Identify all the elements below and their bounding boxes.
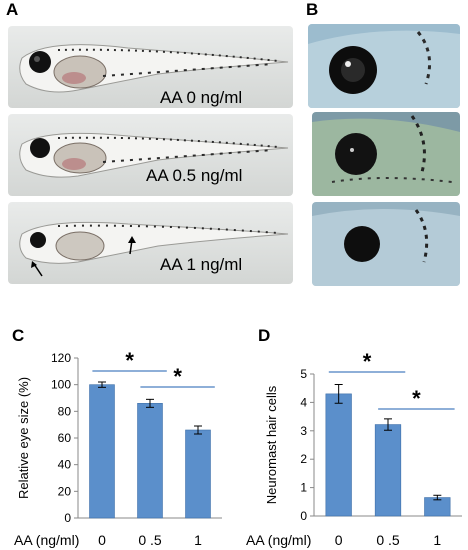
- x-tick-label: 0 .5: [376, 532, 400, 548]
- eye-photo-high-dose: [312, 202, 460, 286]
- bar: [89, 384, 115, 519]
- larva-photo-high-dose: [8, 202, 293, 284]
- bar: [325, 393, 352, 517]
- x-axis-label: AA (ng/ml): [14, 532, 79, 548]
- y-tick-label: 3: [300, 424, 307, 438]
- bar: [374, 424, 402, 517]
- x-tick-label: 0 .5: [138, 532, 162, 548]
- x-tick-label: 0: [335, 532, 343, 548]
- x-axis-label: AA (ng/ml): [246, 532, 311, 548]
- condition-label-high-dose: AA 1 ng/ml: [160, 255, 243, 274]
- eye-size-chart: 0 20 40 60 80 100 120 Relative eye size (%) 0 0 .…: [14, 348, 222, 548]
- condition-label-low-dose: AA 0.5 ng/ml: [146, 166, 243, 185]
- y-tick-label: 0: [300, 509, 307, 523]
- y-tick-label: 1: [300, 481, 307, 495]
- larva-photo-control: [8, 26, 293, 108]
- significance-star: *: [412, 386, 421, 411]
- bar: [137, 403, 163, 519]
- significance-star: *: [125, 348, 134, 373]
- x-tick-label: 1: [194, 532, 202, 548]
- panel-label-b: B: [306, 0, 319, 19]
- panel-label-a: A: [6, 0, 19, 19]
- eye-photo-low-dose: [312, 112, 460, 196]
- x-tick-label: 1: [433, 532, 441, 548]
- x-tick-label: 0: [98, 532, 106, 548]
- y-tick-label: 40: [58, 458, 72, 472]
- y-tick-label: 4: [300, 395, 307, 409]
- panel-label-c: C: [12, 326, 25, 345]
- larva-photo-low-dose: [8, 114, 293, 196]
- panel-label-d: D: [258, 326, 271, 345]
- y-tick-label: 120: [51, 351, 71, 365]
- y-tick-label: 20: [58, 484, 72, 498]
- y-tick-label: 60: [58, 431, 72, 445]
- significance-star: *: [363, 349, 372, 374]
- eye-photo-control: [308, 24, 460, 108]
- y-axis-label: Neuromast hair cells: [264, 385, 279, 504]
- y-tick-label: 100: [51, 378, 71, 392]
- significance-star: *: [173, 364, 182, 389]
- bar: [185, 429, 211, 519]
- y-tick-label: 0: [64, 511, 71, 525]
- y-tick-label: 2: [300, 452, 307, 466]
- y-tick-label: 5: [300, 367, 307, 381]
- condition-label-control: AA 0 ng/ml: [160, 88, 243, 107]
- hair-cell-chart: 0 1 2 3 4 5 Neuromast hair cells 0 0 .5 1 AA (ng/m…: [246, 349, 462, 548]
- y-tick-label: 80: [58, 404, 72, 418]
- y-axis-label: Relative eye size (%): [16, 377, 31, 499]
